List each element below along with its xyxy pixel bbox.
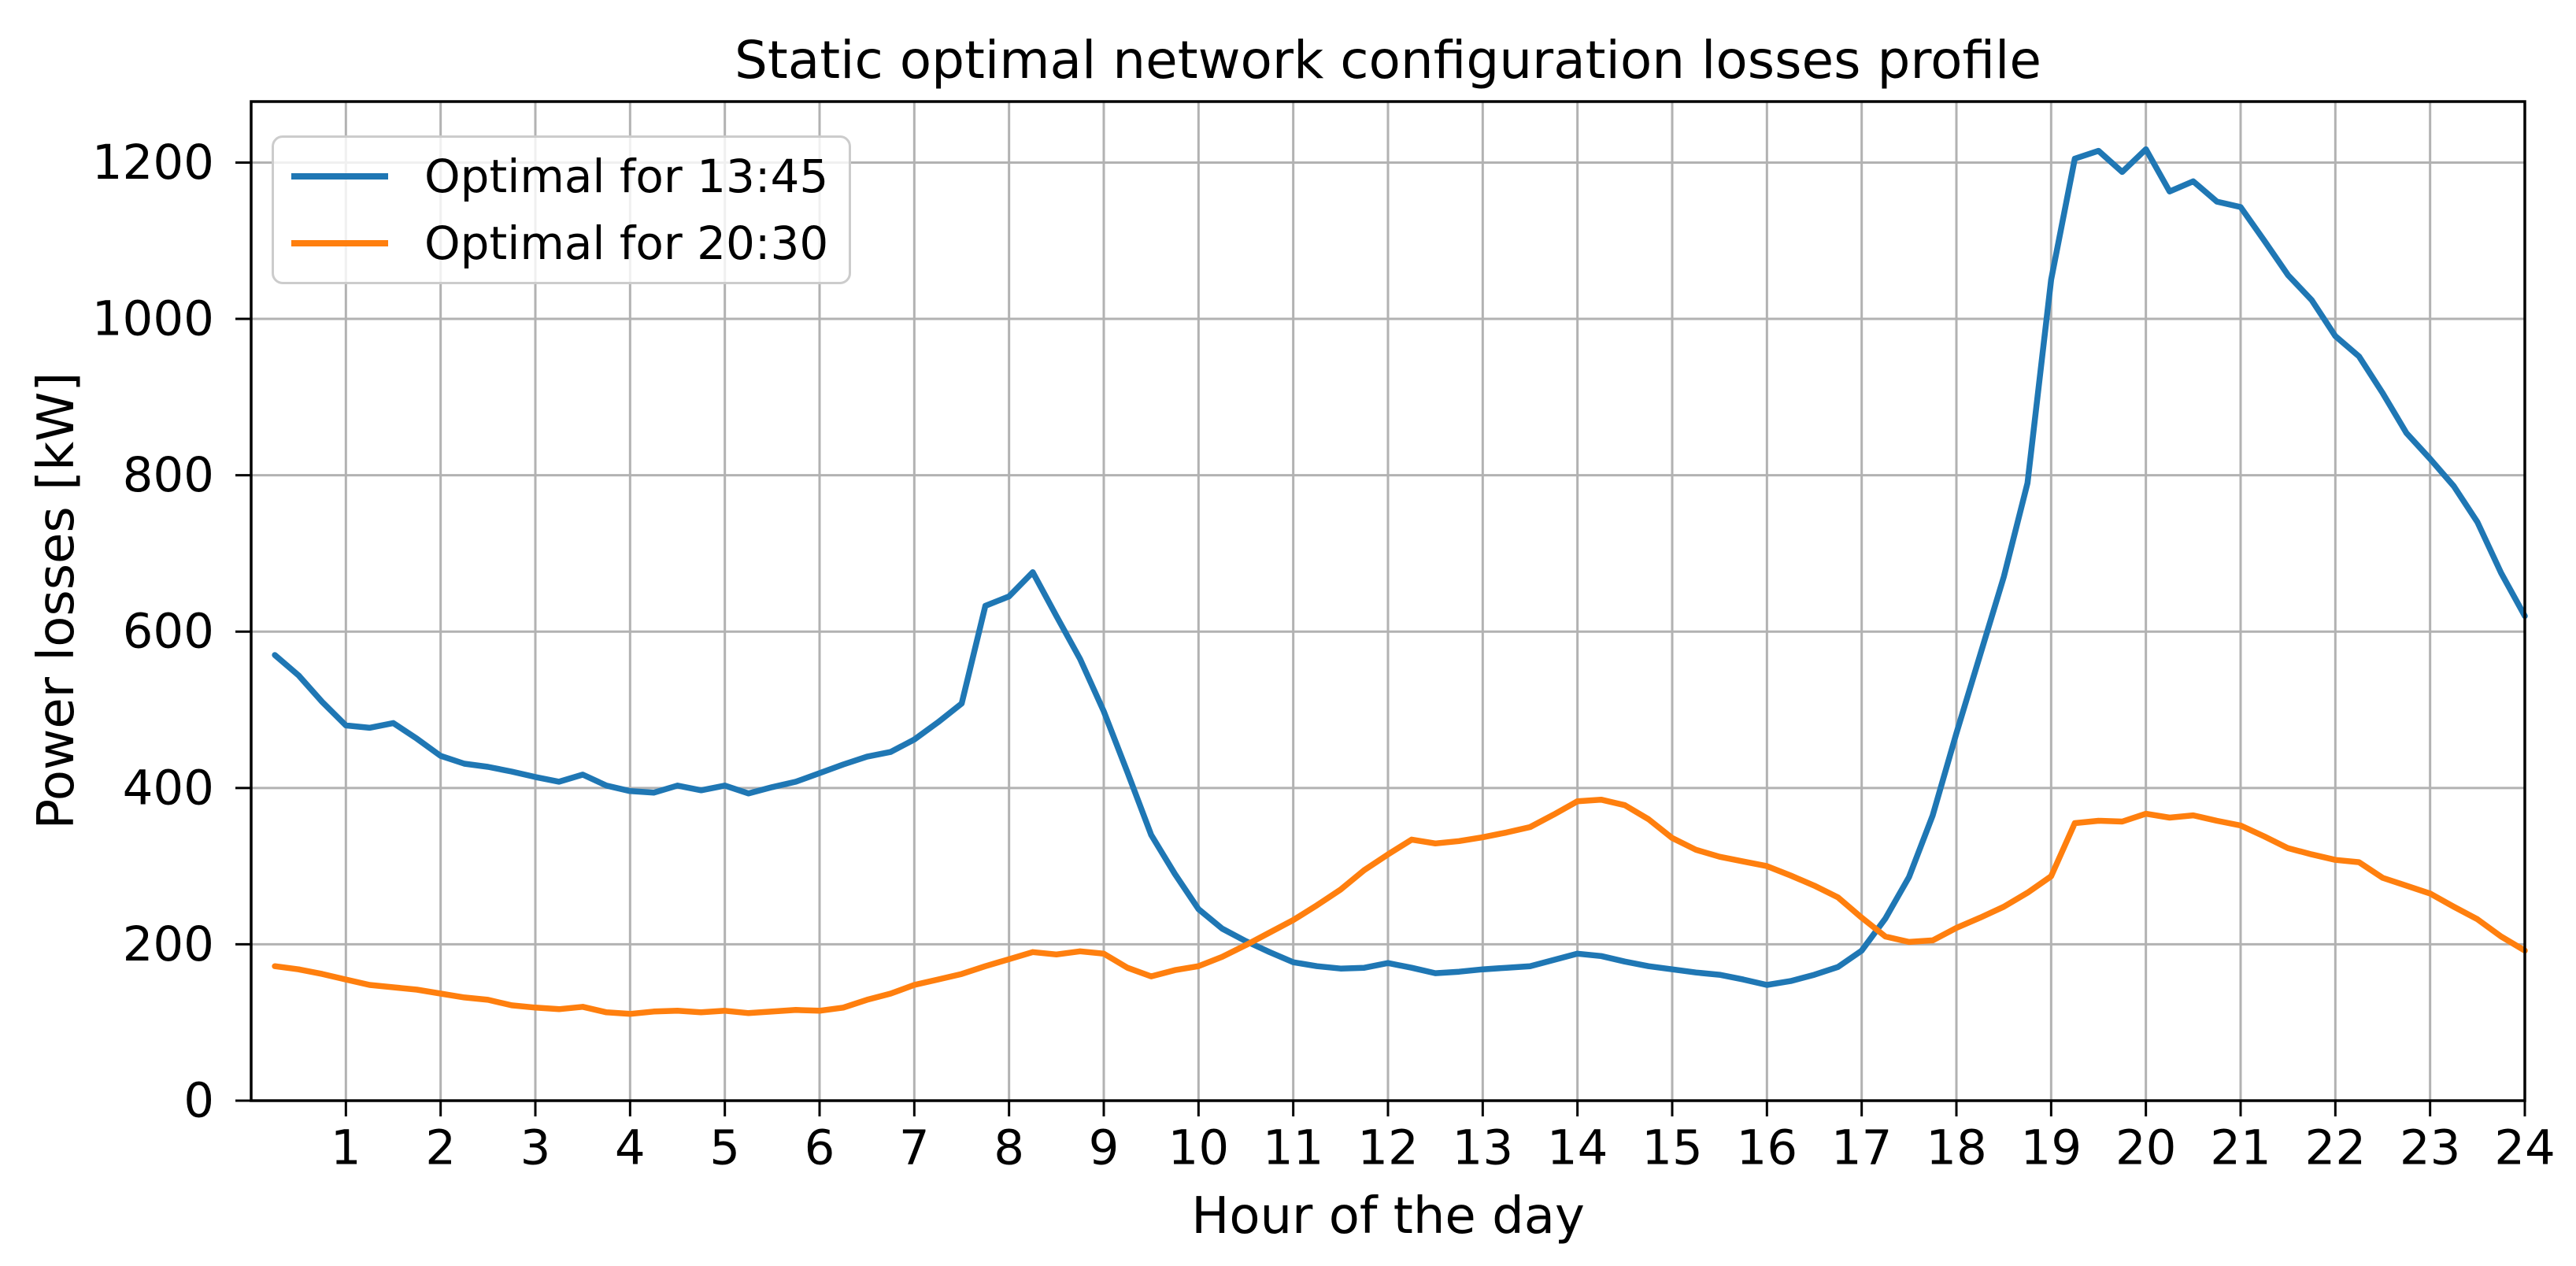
series-line-optimal-1345: [272, 146, 2528, 988]
x-tick-label: 1: [331, 1120, 361, 1176]
series-line-optimal-2030: [272, 796, 2528, 1017]
y-tick-label: 1200: [92, 135, 214, 191]
x-tick-label: 12: [1357, 1120, 1419, 1176]
legend-line-sample-orange: [291, 240, 388, 247]
legend-box: Optimal for 13:45 Optimal for 20:30: [272, 135, 852, 285]
x-tick-label: 8: [994, 1120, 1024, 1176]
legend-entry-optimal-2030: Optimal for 20:30: [291, 217, 828, 270]
x-tick-label: 21: [2210, 1120, 2271, 1176]
x-tick-label: 9: [1089, 1120, 1120, 1176]
y-tick-label: 1000: [92, 291, 214, 347]
x-tick-label: 13: [1453, 1120, 1514, 1176]
x-tick-label: 19: [2021, 1120, 2082, 1176]
legend-entry-optimal-1345: Optimal for 13:45: [291, 150, 828, 203]
y-tick-label: 600: [123, 604, 214, 660]
legend-line-sample-blue: [291, 173, 388, 180]
x-tick-label: 23: [2400, 1120, 2461, 1176]
x-tick-label: 16: [1737, 1120, 1798, 1176]
x-tick-label: 3: [520, 1120, 551, 1176]
x-tick-label: 7: [899, 1120, 930, 1176]
x-tick-label: 15: [1641, 1120, 1703, 1176]
x-tick-label: 10: [1168, 1120, 1230, 1176]
x-tick-label: 18: [1926, 1120, 1987, 1176]
x-tick-label: 2: [425, 1120, 456, 1176]
x-axis-label: Hour of the day: [1191, 1187, 1585, 1246]
y-axis-label: Power losses [kW]: [28, 372, 86, 830]
y-tick-label: 200: [123, 916, 214, 972]
legend-label: Optimal for 20:30: [424, 216, 829, 270]
x-tick-label: 24: [2494, 1120, 2556, 1176]
x-tick-label: 17: [1831, 1120, 1893, 1176]
x-tick-label: 20: [2115, 1120, 2177, 1176]
y-tick-label: 800: [123, 447, 214, 503]
x-tick-label: 11: [1263, 1120, 1324, 1176]
x-tick-label: 14: [1547, 1120, 1608, 1176]
chart-title: Static optimal network configuration los…: [735, 30, 2041, 91]
x-tick-label: 6: [805, 1120, 835, 1176]
x-tick-label: 5: [709, 1120, 740, 1176]
plot-spines: [250, 100, 2526, 1102]
y-tick-label: 400: [123, 760, 214, 816]
x-tick-label: 22: [2305, 1120, 2367, 1176]
legend-label: Optimal for 13:45: [424, 150, 829, 203]
y-tick-label: 0: [183, 1073, 214, 1129]
x-tick-label: 4: [615, 1120, 646, 1176]
